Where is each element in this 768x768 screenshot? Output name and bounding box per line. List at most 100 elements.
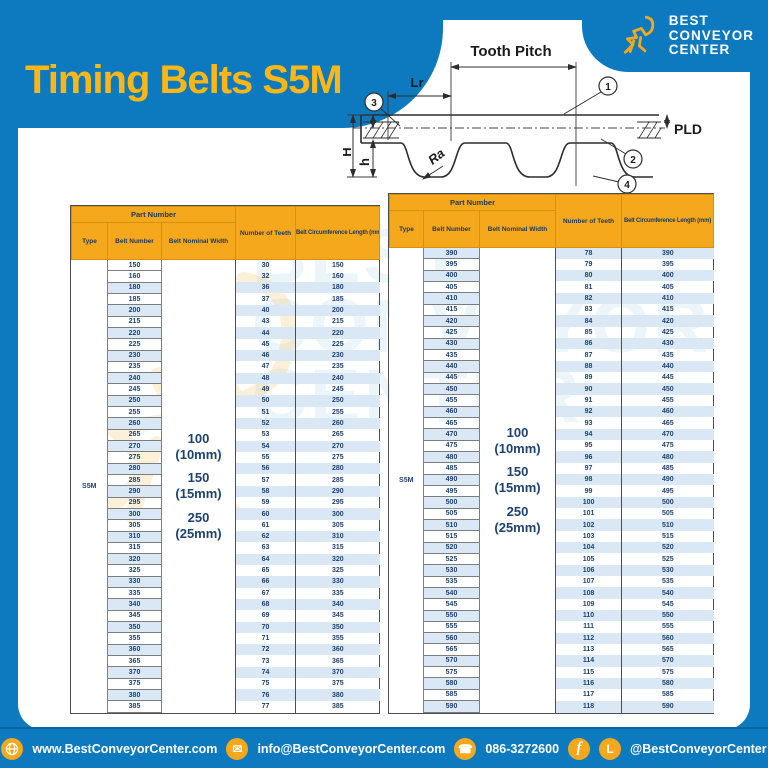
belt-number-cell: 230: [107, 349, 162, 362]
header-belt-nominal-width: Belt Nominal Width: [160, 222, 237, 260]
belt-number-cell: 235: [107, 360, 162, 374]
header-number-of-teeth: Number of Teeth: [235, 206, 297, 260]
teeth-cell: 116: [555, 677, 623, 690]
circumference-cell: 480: [621, 451, 714, 463]
circumference-cell: 160: [331, 272, 344, 280]
belt-number-cell: 295: [107, 496, 162, 509]
belt-number-cell: 495: [423, 484, 480, 498]
belt-number-cell: 385: [107, 700, 162, 713]
belt-number-cell: 490: [423, 473, 480, 486]
belt-number-cell: 290: [107, 485, 162, 498]
belt-number-cell: 380: [107, 688, 162, 702]
circumference-cell: 385: [331, 703, 344, 711]
circumference-cell: 420: [621, 315, 714, 327]
belt-number-cell: 440: [423, 360, 480, 373]
belt-number-cell: 300: [107, 507, 162, 521]
circumference-cell: 280: [295, 463, 380, 475]
belt-number-cell: 565: [423, 643, 480, 656]
belt-number-cell: 545: [423, 598, 480, 611]
teeth-cell: 78: [555, 247, 623, 259]
teeth-cell: 50: [235, 395, 297, 407]
teeth-cell: 54: [235, 440, 297, 452]
circumference-cell: 540: [621, 587, 714, 599]
circumference-cell: 290: [295, 485, 380, 498]
belt-number-cell: 400: [423, 269, 480, 282]
belt-number-cell: 350: [107, 620, 162, 634]
teeth-cell: 43: [235, 316, 297, 328]
teeth-cell: 118: [555, 700, 623, 713]
circumference-cell: 560: [621, 632, 714, 644]
circumference-cell: 415: [661, 306, 674, 314]
circumference-cell: 425: [661, 328, 674, 336]
teeth-cell: 114: [555, 655, 623, 667]
circumference-cell: 550: [621, 610, 714, 622]
callout-1: 1: [605, 82, 611, 93]
circumference-cell: 240: [295, 372, 380, 384]
teeth-cell: 108: [555, 587, 623, 599]
teeth-cell: 110: [555, 610, 623, 622]
belt-number-cell: 220: [107, 326, 162, 340]
belt-number-cell: 280: [107, 462, 162, 475]
lr-label: Lr: [411, 75, 424, 90]
circumference-cell: 235: [331, 363, 344, 371]
teeth-cell: 72: [235, 644, 297, 656]
teeth-cell: 77: [235, 700, 297, 713]
circumference-cell: 565: [661, 646, 674, 654]
teeth-cell: 56: [235, 463, 297, 475]
teeth-cell: 92: [555, 406, 623, 418]
circumference-cell: 520: [621, 542, 714, 554]
circumference-cell: 220: [295, 327, 380, 339]
belt-number-cell: 560: [423, 632, 480, 645]
teeth-cell: 63: [235, 542, 297, 554]
belt-number-cell: 510: [423, 518, 480, 532]
callout-4: 4: [624, 180, 630, 191]
belt-number-cell: 160: [107, 270, 162, 283]
belt-number-cell: 405: [423, 280, 480, 294]
belt-number-cell: 410: [423, 292, 480, 305]
circumference-cell: 495: [661, 487, 674, 495]
teeth-cell: 82: [555, 292, 623, 305]
belt-table-left: Part Number Number of Teeth Belt Circumf…: [70, 205, 381, 714]
belt-number-cell: 585: [423, 688, 480, 702]
belt-number-cell: 525: [423, 552, 480, 566]
teeth-cell: 47: [235, 361, 297, 373]
belt-number-cell: 240: [107, 372, 162, 385]
teeth-cell: 99: [555, 485, 623, 497]
belt-number-cell: 555: [423, 620, 480, 634]
belt-number-cell: 540: [423, 586, 480, 600]
belt-number-cell: 285: [107, 473, 162, 487]
type-value: S5M: [389, 247, 424, 713]
teeth-cell: 117: [555, 689, 623, 701]
facebook-icon: f: [568, 737, 591, 760]
teeth-cell: 85: [555, 326, 623, 339]
belt-number-cell: 255: [107, 406, 162, 419]
belt-number-cell: 265: [107, 428, 162, 442]
circumference-cell: 360: [295, 644, 380, 656]
mail-icon: ✉: [226, 737, 249, 760]
circumference-cell: 570: [621, 655, 714, 667]
teeth-cell: 67: [235, 587, 297, 599]
circumference-cell: 575: [661, 668, 674, 676]
teeth-cell: 83: [555, 304, 623, 316]
circumference-cell: 285: [331, 476, 344, 484]
belt-number-cell: 450: [423, 382, 480, 396]
teeth-cell: 66: [235, 576, 297, 588]
belt-number-cell: 580: [423, 677, 480, 690]
teeth-cell: 105: [555, 553, 623, 565]
belt-number-cell: 515: [423, 530, 480, 543]
belt-number-cell: 475: [423, 439, 480, 452]
teeth-cell: 93: [555, 417, 623, 429]
teeth-cell: 30: [235, 259, 297, 271]
circumference-cell: 500: [621, 496, 714, 509]
circumference-cell: 185: [331, 295, 344, 303]
teeth-cell: 79: [555, 258, 623, 271]
belt-number-cell: 480: [423, 450, 480, 464]
teeth-cell: 100: [555, 496, 623, 509]
teeth-cell: 48: [235, 372, 297, 384]
belt-number-cell: 390: [423, 246, 480, 260]
globe-icon: [1, 737, 24, 760]
circumference-cell: 265: [331, 431, 344, 439]
belt-number-cell: 355: [107, 632, 162, 645]
tooth-pitch-label: Tooth Pitch: [470, 43, 551, 60]
teeth-cell: 113: [555, 643, 623, 656]
